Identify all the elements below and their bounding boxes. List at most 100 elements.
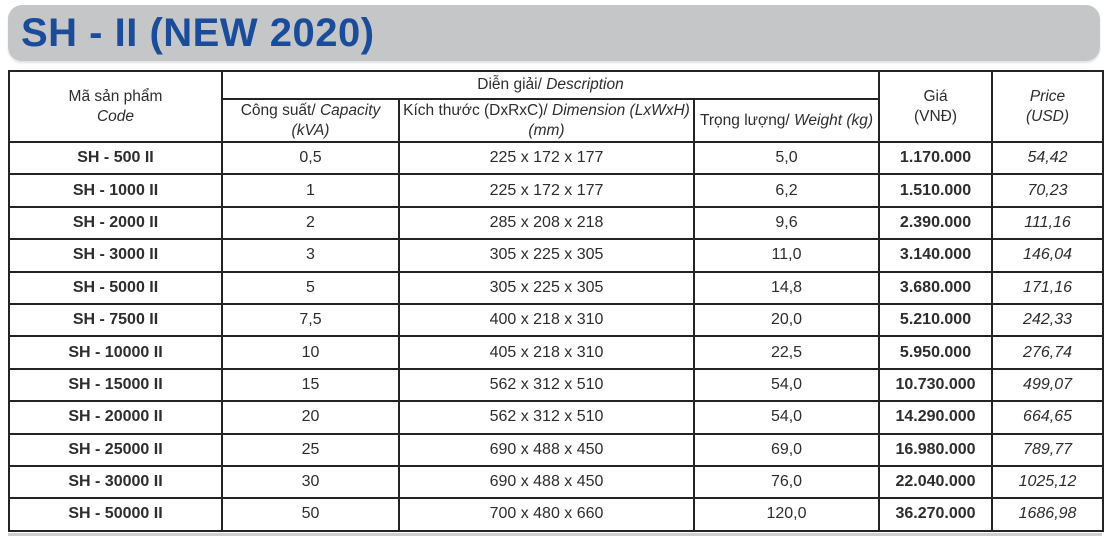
- price-vnd-cell: 22.040.000: [878, 464, 994, 500]
- header-dimension-unit: (mm): [528, 121, 565, 139]
- price-vnd-cell: 2.390.000: [878, 205, 994, 241]
- capacity-cell: 3: [221, 238, 400, 273]
- product-code-cell: SH - 15000 II: [8, 367, 223, 403]
- capacity-cell: 10: [221, 335, 400, 370]
- product-code-cell: SH - 2000 II: [8, 205, 223, 241]
- capacity-cell: 2: [221, 205, 400, 241]
- capacity-cell: 0,5: [221, 140, 400, 176]
- table-row: SH - 5000 II 5 305 x 225 x 305 14,8 3.68…: [8, 270, 1105, 305]
- dimension-cell: 690 x 488 x 450: [398, 432, 695, 467]
- header-weight-vi: Trọng lượng/: [699, 111, 790, 129]
- header-capacity: Công suất/ Capacity (kVA): [221, 98, 400, 143]
- product-code-cell: SH - 3000 II: [8, 238, 223, 273]
- price-usd-cell: 1686,98: [991, 497, 1105, 532]
- price-usd-cell: 70,23: [991, 173, 1105, 208]
- table-row: SH - 50000 II 50 700 x 480 x 660 120,0 3…: [8, 497, 1105, 532]
- price-usd-cell: 789,77: [991, 432, 1105, 467]
- weight-cell: 69,0: [692, 432, 881, 467]
- weight-cell: 76,0: [692, 464, 881, 500]
- header-code-en: Code: [96, 107, 135, 125]
- dimension-cell: 690 x 488 x 450: [398, 464, 695, 500]
- table-row: SH - 10000 II 10 405 x 218 x 310 22,5 5.…: [8, 335, 1105, 370]
- capacity-cell: 7,5: [221, 302, 400, 338]
- price-vnd-cell: 36.270.000: [878, 497, 994, 532]
- price-vnd-cell: 5.210.000: [878, 302, 994, 338]
- weight-cell: 14,8: [692, 270, 881, 305]
- weight-cell: 9,6: [692, 205, 881, 241]
- price-usd-cell: 171,16: [991, 270, 1105, 305]
- capacity-cell: 30: [221, 464, 400, 500]
- dimension-cell: 400 x 218 x 310: [398, 302, 695, 338]
- header-capacity-vi: Công suất/: [240, 101, 316, 119]
- dimension-cell: 225 x 172 x 177: [398, 173, 695, 208]
- header-capacity-en: Capacity: [319, 101, 381, 119]
- header-weight-en: Weight (kg): [794, 111, 874, 129]
- price-usd-cell: 1025,12: [991, 464, 1105, 500]
- table-row: SH - 2000 II 2 285 x 208 x 218 9,6 2.390…: [8, 205, 1105, 241]
- price-usd-cell: 664,65: [991, 400, 1105, 435]
- price-vnd-cell: 14.290.000: [878, 400, 994, 435]
- table-row: SH - 30000 II 30 690 x 488 x 450 76,0 22…: [8, 464, 1105, 500]
- header-price-vnd-label: Giá: [923, 87, 948, 105]
- header-code: Mã sản phẩm Code: [8, 70, 223, 143]
- weight-cell: 5,0: [692, 140, 881, 176]
- price-vnd-cell: 16.980.000: [878, 432, 994, 467]
- header-weight: Trọng lượng/ Weight (kg): [692, 98, 881, 143]
- price-usd-cell: 499,07: [991, 367, 1105, 403]
- product-code-cell: SH - 10000 II: [8, 335, 223, 370]
- price-vnd-cell: 1.510.000: [878, 173, 994, 208]
- dimension-cell: 700 x 480 x 660: [398, 497, 695, 532]
- capacity-cell: 15: [221, 367, 400, 403]
- price-usd-cell: 54,42: [991, 140, 1105, 176]
- product-code-cell: SH - 500 II: [8, 140, 223, 176]
- header-capacity-unit: (kVA): [291, 121, 330, 139]
- header-dimension: Kích thước (DxRxC)/ Dimension (LxWxH) (m…: [398, 98, 695, 143]
- dimension-cell: 305 x 225 x 305: [398, 270, 695, 305]
- dimension-cell: 562 x 312 x 510: [398, 367, 695, 403]
- header-price-usd-unit: (USD): [1025, 107, 1070, 125]
- header-description-vi: Diễn giải/: [477, 76, 542, 94]
- product-code-cell: SH - 20000 II: [8, 400, 223, 435]
- dimension-cell: 225 x 172 x 177: [398, 140, 695, 176]
- dimension-cell: 285 x 208 x 218: [398, 205, 695, 241]
- product-code-cell: SH - 50000 II: [8, 497, 223, 532]
- product-code-cell: SH - 1000 II: [8, 173, 223, 208]
- capacity-cell: 1: [221, 173, 400, 208]
- table-row: SH - 3000 II 3 305 x 225 x 305 11,0 3.14…: [8, 238, 1105, 273]
- table-bottom-shadow: [8, 533, 1102, 536]
- product-code-cell: SH - 25000 II: [8, 432, 223, 467]
- price-usd-cell: 242,33: [991, 302, 1105, 338]
- price-vnd-cell: 5.950.000: [878, 335, 994, 370]
- price-vnd-cell: 1.170.000: [878, 140, 994, 176]
- header-code-vi: Mã sản phẩm: [68, 87, 163, 105]
- header-dimension-vi: Kích thước (DxRxC)/: [403, 101, 548, 119]
- dimension-cell: 405 x 218 x 310: [398, 335, 695, 370]
- header-price-vnd-unit: (VNĐ): [913, 107, 958, 125]
- dimension-cell: 562 x 312 x 510: [398, 400, 695, 435]
- header-description-en: Description: [546, 76, 624, 94]
- product-code-cell: SH - 30000 II: [8, 464, 223, 500]
- weight-cell: 20,0: [692, 302, 881, 338]
- table-row: SH - 7500 II 7,5 400 x 218 x 310 20,0 5.…: [8, 302, 1105, 338]
- weight-cell: 54,0: [692, 400, 881, 435]
- price-vnd-cell: 10.730.000: [878, 367, 994, 403]
- price-vnd-cell: 3.680.000: [878, 270, 994, 305]
- section-banner: SH - II (NEW 2020): [8, 5, 1100, 61]
- header-description: Diễn giải/ Description: [220, 70, 881, 100]
- capacity-cell: 50: [221, 497, 400, 532]
- product-code-cell: SH - 5000 II: [8, 270, 223, 305]
- page-title: SH - II (NEW 2020): [21, 10, 375, 55]
- header-price-usd-label: Price: [1029, 87, 1066, 105]
- table-header: Mã sản phẩm Code Diễn giải/ Description …: [8, 70, 1105, 143]
- weight-cell: 120,0: [692, 497, 881, 532]
- table-row: SH - 500 II 0,5 225 x 172 x 177 5,0 1.17…: [8, 140, 1105, 176]
- product-code-cell: SH - 7500 II: [8, 302, 223, 338]
- table-row: SH - 1000 II 1 225 x 172 x 177 6,2 1.510…: [8, 173, 1105, 208]
- weight-cell: 54,0: [692, 367, 881, 403]
- weight-cell: 11,0: [692, 238, 881, 273]
- capacity-cell: 20: [221, 400, 400, 435]
- price-vnd-cell: 3.140.000: [878, 238, 994, 273]
- price-table: Mã sản phẩm Code Diễn giải/ Description …: [8, 70, 1105, 532]
- capacity-cell: 5: [221, 270, 400, 305]
- table-body: SH - 500 II 0,5 225 x 172 x 177 5,0 1.17…: [8, 140, 1105, 532]
